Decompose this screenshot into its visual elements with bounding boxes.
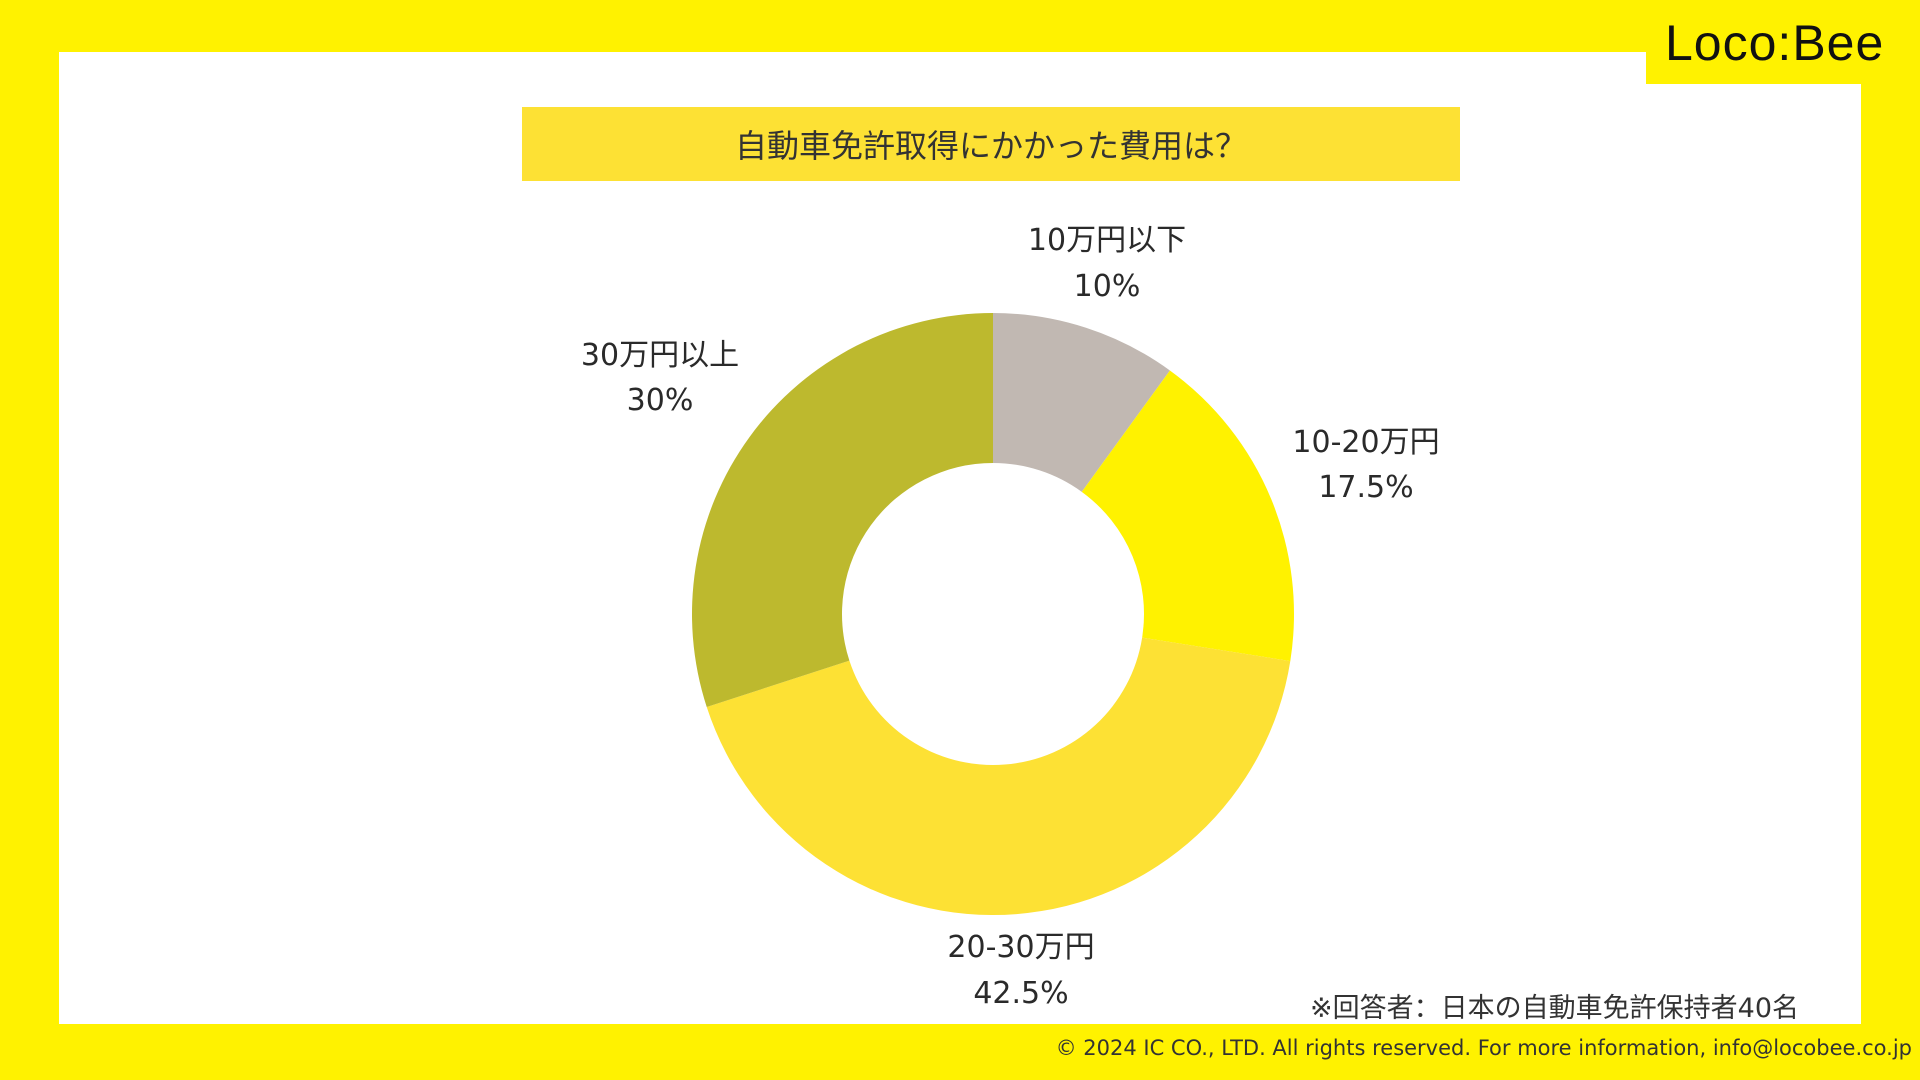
chart-title: 自動車免許取得にかかった費用は？: [734, 127, 1247, 165]
donut-slice: [1081, 370, 1294, 662]
respondent-note: ※回答者：日本の自動車免許保持者40名: [1310, 993, 1799, 1024]
slice-labels: 10万円以下 10% 10-20万円 17.5% 20-30万円 42.5% 30万円以上 3…: [581, 223, 1440, 1011]
slice-category-label: 10万円以下: [1028, 223, 1186, 258]
chart-title-bar: 自動車免許取得にかかった費用は？: [522, 107, 1460, 181]
slice-category-label: 30万円以上: [581, 338, 739, 373]
slice-value-label: 10%: [1074, 269, 1141, 304]
logo-tab: [1646, 0, 1920, 84]
slice-value-label: 42.5%: [973, 976, 1068, 1011]
slice-category-label: 20-30万円: [947, 930, 1094, 965]
copyright-text: © 2024 IC CO., LTD. All rights reserved.…: [1055, 1036, 1912, 1060]
donut-slices: [691, 313, 1294, 915]
slice-category-label: 10-20万円: [1292, 425, 1439, 460]
slice-value-label: 17.5%: [1318, 470, 1413, 505]
donut-slice: [706, 637, 1291, 915]
slice-value-label: 30%: [627, 383, 694, 418]
brand-logo: Loco:Bee: [1665, 15, 1885, 71]
donut-slice: [993, 313, 1170, 492]
donut-slice: [691, 313, 993, 708]
